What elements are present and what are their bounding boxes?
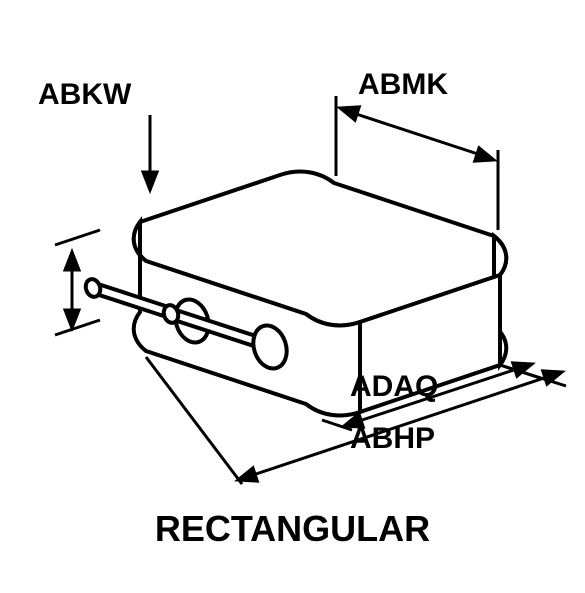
label-abkw: ABKW bbox=[38, 78, 131, 112]
label-adaq: ADAQ bbox=[350, 370, 438, 404]
diagram-stage: ABKW ABMK ADAQ ABHP RECTANGULAR bbox=[0, 0, 585, 593]
label-abmk: ABMK bbox=[358, 68, 448, 102]
label-abhp: ABHP bbox=[350, 422, 435, 456]
diagram-title: RECTANGULAR bbox=[0, 508, 585, 550]
